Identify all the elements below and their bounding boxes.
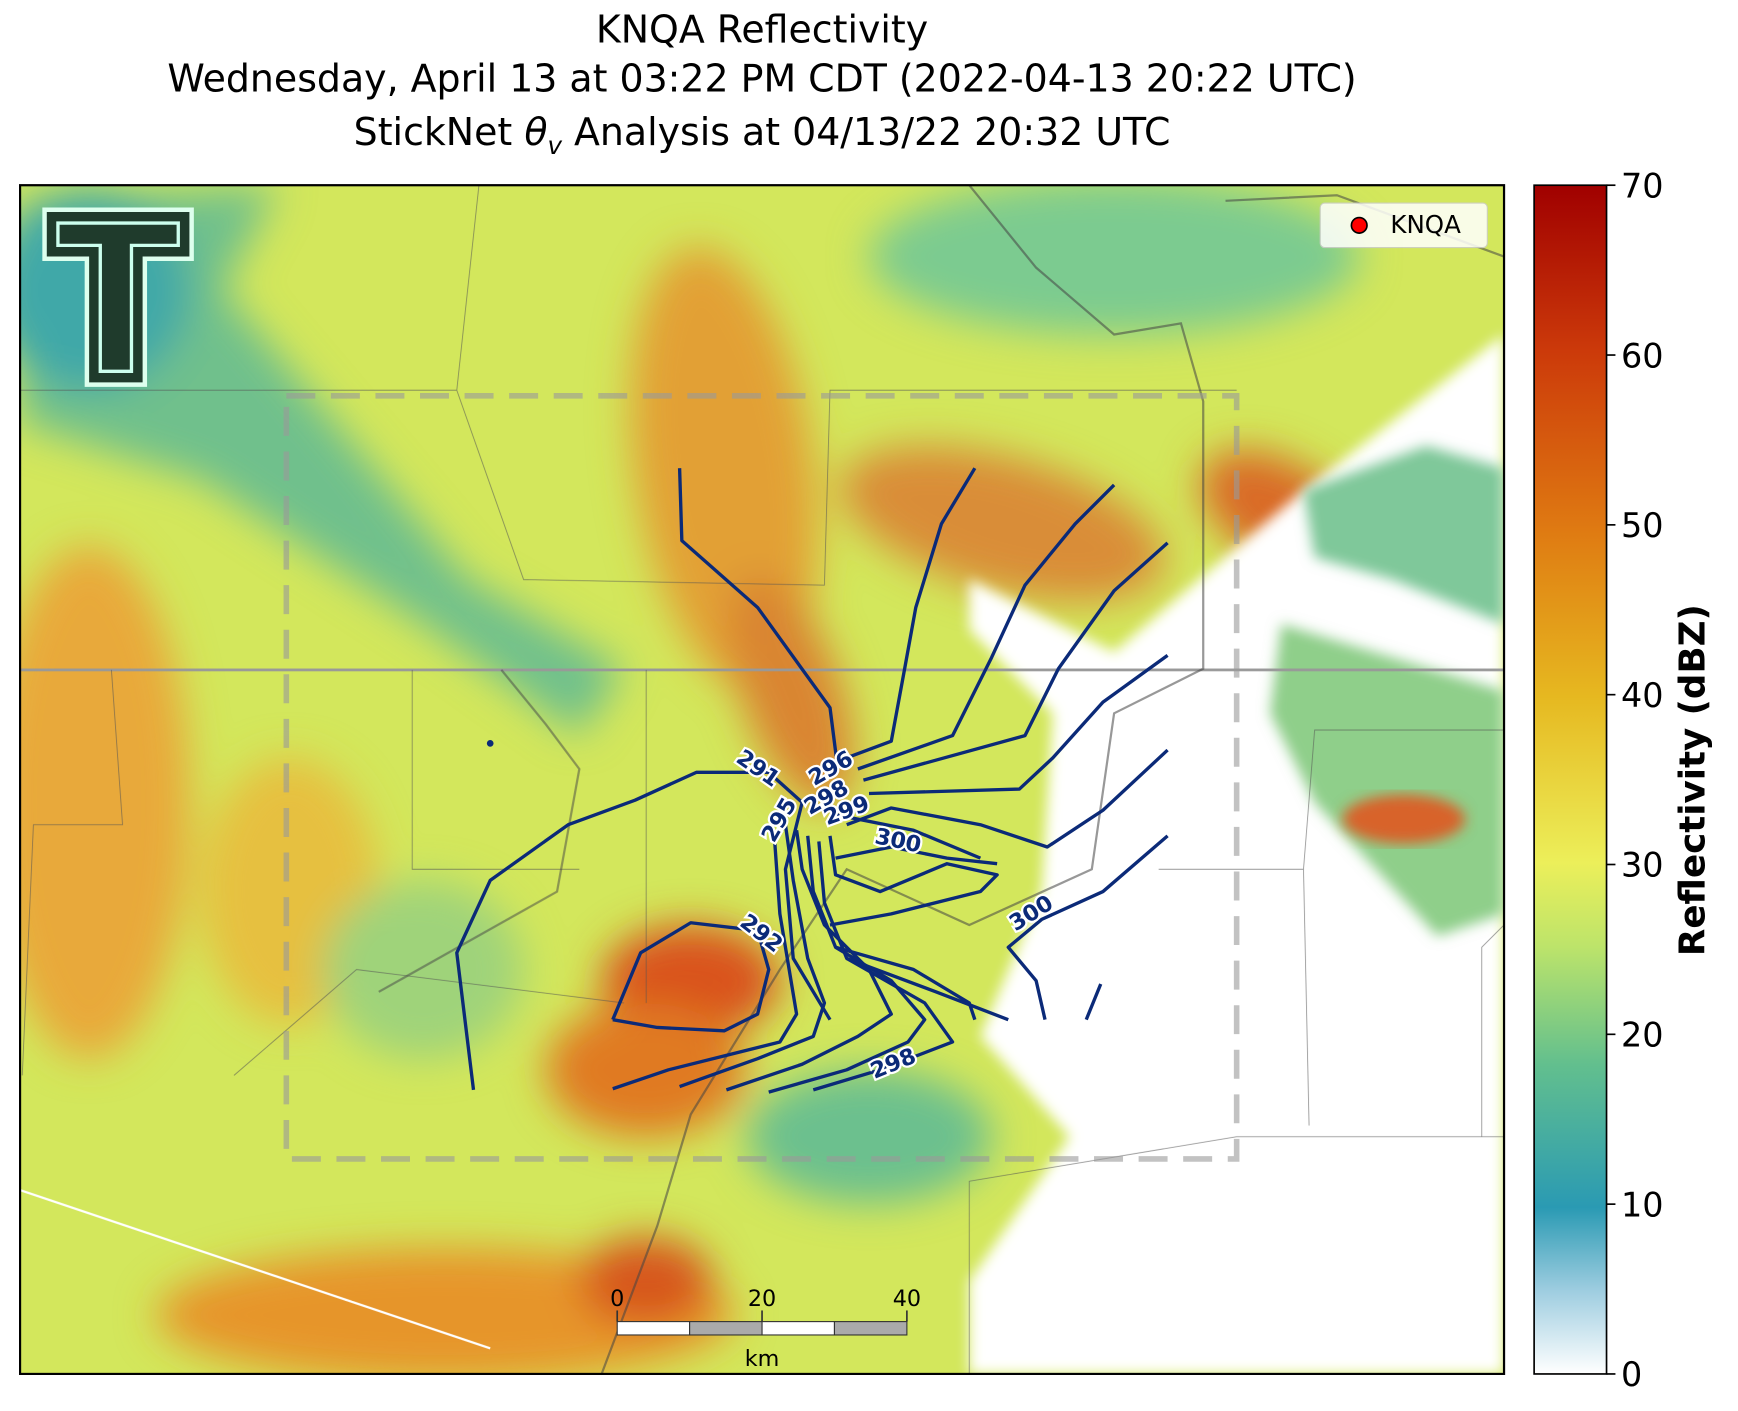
scale-tick-label: 0 [610, 1286, 624, 1312]
boundaries [20, 185, 1505, 1374]
legend-label: KNQA [1390, 210, 1461, 239]
scale-segment [833, 1321, 908, 1336]
logo [42, 207, 194, 387]
scale-tick-label: 20 [748, 1286, 776, 1312]
analysis-prefix: StickNet [354, 110, 525, 154]
scale-segment [761, 1321, 836, 1336]
colorbar: Reflectivity (dBZ) 0 10 20 30 40 50 60 70 [1533, 166, 1714, 1394]
colorbar-label: Reflectivity (dBZ) [1673, 604, 1714, 956]
scale-segment [689, 1321, 763, 1336]
colorbar-tick-label: 0 [1621, 1355, 1642, 1394]
theta: θ [524, 110, 547, 154]
colorbar-tick-label: 50 [1621, 506, 1664, 545]
title: KNQA Reflectivity [596, 8, 928, 52]
scale-segment [616, 1321, 691, 1336]
colorbar-tick-label: 40 [1621, 676, 1664, 715]
east-cells [1270, 624, 1505, 937]
legend-marker [1350, 216, 1368, 234]
contour-dot [486, 740, 494, 747]
contour-lines [455, 467, 1169, 1094]
scale-unit: km [745, 1346, 780, 1372]
east-cell-core [1342, 794, 1466, 844]
legend: KNQA [1319, 202, 1488, 249]
theta-subscript: v [547, 131, 562, 160]
scale-bar: km 0 20 40 [610, 1286, 921, 1372]
scale-tick-label: 40 [893, 1286, 921, 1312]
northeast-cells [1303, 445, 1505, 625]
colorbar-tick-label: 70 [1621, 166, 1664, 205]
colorbar-tick-label: 30 [1621, 846, 1664, 885]
map-frame [18, 184, 1506, 1376]
analysis-domain [283, 392, 1240, 1162]
subtitle: Wednesday, April 13 at 03:22 PM CDT (202… [167, 57, 1356, 101]
reflectivity-field [20, 185, 1482, 1374]
colorbar-tick-label: 60 [1621, 336, 1664, 375]
analysis-suffix: Analysis at 04/13/22 20:32 UTC [562, 110, 1170, 154]
analysis-title: StickNet θv Analysis at 04/13/22 20:32 U… [354, 110, 1171, 160]
colorbar-tick-label: 10 [1621, 1185, 1664, 1224]
radar-map: 291 296 298 295 299 300 292 298 300 KNQA… [20, 185, 1505, 1374]
colorbar-ramp [1533, 184, 1608, 1375]
colorbar-tick-label: 20 [1621, 1016, 1664, 1055]
